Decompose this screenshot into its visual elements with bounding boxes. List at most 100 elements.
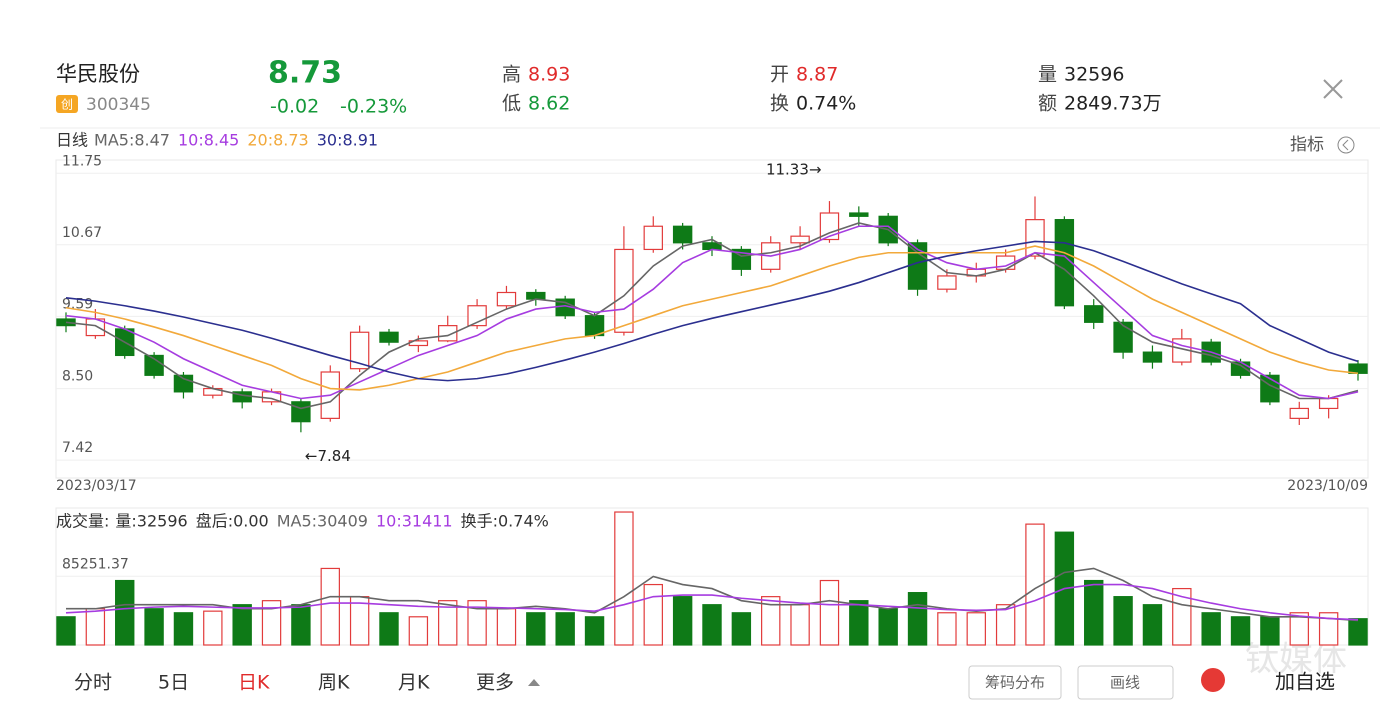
legend-item: MA5:8.47 bbox=[94, 131, 170, 150]
y-tick-label: 11.75 bbox=[62, 153, 102, 169]
indicator-icon bbox=[1337, 136, 1355, 154]
volume-bar bbox=[995, 604, 1016, 646]
volume-bar bbox=[819, 579, 840, 646]
volume-bar bbox=[672, 596, 693, 646]
label: 低 bbox=[502, 93, 521, 115]
button[interactable] bbox=[968, 665, 1062, 700]
volume-bar bbox=[849, 600, 869, 646]
candle-body bbox=[672, 225, 693, 244]
stock-code: 300345 bbox=[86, 95, 151, 115]
volume-ma-line bbox=[65, 583, 1359, 621]
change-pct: -0.23% bbox=[340, 96, 407, 118]
label: 量 bbox=[1038, 64, 1057, 86]
candle-body bbox=[349, 331, 370, 370]
volume-bar bbox=[115, 579, 135, 646]
volume-bar bbox=[291, 604, 311, 646]
candle-body bbox=[1142, 351, 1163, 363]
annotation: ←7.84 bbox=[305, 447, 351, 465]
volume-bar bbox=[643, 583, 663, 646]
candle-body bbox=[1289, 407, 1309, 419]
volume-bar bbox=[1142, 604, 1163, 646]
volume-bar bbox=[526, 612, 546, 646]
volume-bar bbox=[408, 616, 429, 646]
red-dot bbox=[1201, 668, 1225, 692]
candle-body bbox=[1025, 219, 1045, 257]
volume-bar bbox=[790, 604, 810, 646]
candle-body bbox=[937, 275, 957, 290]
legend-item: 30:8.91 bbox=[317, 131, 378, 150]
candle-body bbox=[1054, 219, 1075, 307]
tab[interactable]: 周K bbox=[318, 672, 350, 694]
label: 换 bbox=[770, 93, 789, 115]
label: 高 bbox=[502, 64, 521, 86]
ma-line bbox=[65, 225, 1359, 400]
x-label: 2023/03/17 bbox=[56, 478, 137, 494]
candle-body bbox=[614, 248, 634, 333]
legend-item: 量:32596 bbox=[115, 512, 187, 531]
stock-name: 华民股份 bbox=[56, 62, 140, 86]
candle-body bbox=[819, 212, 840, 241]
candle-body bbox=[291, 401, 311, 423]
legend-item: 10:31411 bbox=[376, 512, 453, 531]
annotation: 11.33→ bbox=[766, 161, 822, 179]
legend-item: 10:8.45 bbox=[178, 131, 239, 150]
volume-bar bbox=[144, 608, 164, 646]
candle-body bbox=[1084, 305, 1104, 323]
label: 开 bbox=[770, 64, 789, 86]
candle-body bbox=[496, 291, 517, 307]
open: 8.87 bbox=[796, 64, 838, 86]
button-label: 画线 bbox=[1110, 674, 1140, 692]
volume-bar bbox=[761, 596, 781, 646]
volume-bar bbox=[584, 616, 605, 646]
volume-bar bbox=[731, 612, 752, 646]
volume-bar bbox=[379, 612, 399, 646]
volume-bar bbox=[907, 592, 928, 646]
tab-active[interactable]: 日K bbox=[238, 672, 270, 694]
volume-bar bbox=[937, 612, 957, 646]
tab[interactable]: 分时 bbox=[74, 672, 112, 694]
volume-bar bbox=[320, 567, 340, 646]
tab[interactable]: 月K bbox=[398, 672, 430, 694]
turnover: 0.74% bbox=[796, 93, 856, 115]
volume-bar bbox=[56, 616, 76, 646]
indicator-icon bbox=[1342, 139, 1349, 151]
volume-bar bbox=[203, 610, 223, 646]
candle-body bbox=[849, 212, 869, 217]
x-label: 2023/10/09 bbox=[1287, 478, 1368, 494]
low: 8.62 bbox=[528, 93, 570, 115]
y-tick-label: 8.50 bbox=[62, 369, 93, 385]
volume-bar bbox=[1113, 596, 1133, 646]
legend-title: 日线 bbox=[56, 131, 88, 150]
volume-bar bbox=[555, 612, 575, 646]
legend-title: 成交量: bbox=[56, 512, 109, 531]
legend-item: 盘后:0.00 bbox=[196, 512, 269, 531]
tab[interactable]: 更多 bbox=[476, 672, 514, 694]
candle-body bbox=[1113, 321, 1133, 353]
button-label: 筹码分布 bbox=[985, 674, 1045, 692]
badge-bg bbox=[56, 95, 78, 113]
button[interactable] bbox=[1077, 665, 1174, 700]
candle-body bbox=[438, 325, 458, 342]
volume-bar bbox=[1084, 579, 1104, 646]
volume-bar bbox=[496, 608, 517, 646]
candle-body bbox=[526, 291, 546, 300]
price: 8.73 bbox=[268, 56, 342, 91]
volume-bar bbox=[1025, 523, 1045, 646]
label: 额 bbox=[1038, 93, 1057, 115]
y-tick-label: 85251.37 bbox=[62, 556, 129, 572]
tab[interactable]: 5日 bbox=[158, 672, 189, 694]
volume-bar bbox=[438, 600, 458, 646]
close-icon[interactable] bbox=[1323, 79, 1343, 99]
legend-item: 20:8.73 bbox=[247, 131, 308, 150]
ma-line bbox=[65, 245, 1359, 391]
candle-body bbox=[643, 225, 663, 251]
more-arrow bbox=[528, 679, 540, 686]
indicator-button[interactable]: 指标 bbox=[1290, 135, 1324, 155]
add-watchlist[interactable]: 加自选 bbox=[1275, 670, 1335, 694]
y-tick-label: 7.42 bbox=[62, 440, 93, 456]
volume-bar bbox=[1230, 616, 1251, 646]
y-tick-label: 10.67 bbox=[62, 225, 102, 241]
volume-bar bbox=[261, 600, 282, 646]
change: -0.02 bbox=[270, 96, 319, 118]
